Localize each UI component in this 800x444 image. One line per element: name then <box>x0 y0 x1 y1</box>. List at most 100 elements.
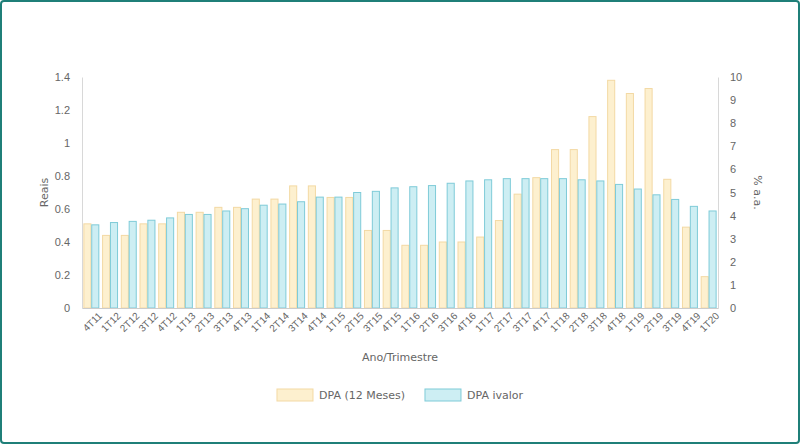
bar <box>241 209 248 308</box>
bar <box>466 181 473 308</box>
tick: 6 <box>718 163 736 175</box>
tick: 1.4 <box>55 71 82 83</box>
tick: 2T17 <box>492 308 516 334</box>
bar <box>653 195 660 308</box>
tick-label: 2T18 <box>567 310 591 334</box>
axis-line <box>82 78 83 309</box>
bar <box>148 220 155 308</box>
legend-item: DPA ivalor <box>425 389 524 402</box>
tick-label: 2T13 <box>192 310 216 334</box>
tick: 1 <box>64 137 82 149</box>
tick: 3T18 <box>585 308 609 334</box>
bar <box>316 197 323 308</box>
tick-label: 3T18 <box>585 310 609 334</box>
tick-label: 2 <box>730 256 736 268</box>
bar <box>458 242 465 308</box>
bar <box>485 180 492 308</box>
tick-label: 4T13 <box>230 310 254 334</box>
y-axis-title: Reais <box>38 178 51 208</box>
tick-label: 1T18 <box>548 310 572 334</box>
tick-label: 4T12 <box>155 310 179 334</box>
bar <box>260 205 267 308</box>
bar <box>634 189 641 308</box>
tick-label: 1 <box>730 279 736 291</box>
y-axis: 00.20.40.60.811.21.4 <box>55 71 83 314</box>
tick: 3T13 <box>211 308 235 334</box>
tick: 4T16 <box>454 308 478 334</box>
tick: 3T16 <box>436 308 460 334</box>
bar <box>709 211 716 308</box>
tick: 3T12 <box>136 308 160 334</box>
tick-label: 3T12 <box>136 310 160 334</box>
bar <box>570 150 577 308</box>
tick-label: 9 <box>730 94 736 106</box>
bar <box>391 188 398 308</box>
axis-line <box>83 308 719 309</box>
tick: 2T15 <box>342 308 366 334</box>
bar <box>664 179 671 308</box>
bar <box>354 193 361 309</box>
bar <box>279 204 286 308</box>
tick-label: 4T11 <box>81 310 105 334</box>
bar <box>559 179 566 308</box>
bar <box>167 218 174 308</box>
tick-label: 6 <box>730 163 736 175</box>
tick: 1T18 <box>548 308 572 334</box>
tick: 3T15 <box>361 308 385 334</box>
tick: 0 <box>718 302 736 314</box>
tick-label: 2T17 <box>492 310 516 334</box>
bar <box>514 194 521 308</box>
tick: 3T14 <box>286 308 310 334</box>
bar <box>177 212 184 308</box>
bar <box>204 214 211 308</box>
tick: 10 <box>718 71 742 83</box>
tick-label: 2T14 <box>267 310 291 334</box>
bar <box>503 179 510 308</box>
tick-label: 1T13 <box>174 310 198 334</box>
tick: 4 <box>718 210 736 222</box>
legend: DPA (12 Meses) DPA ivalor <box>277 389 524 402</box>
x-axis: 4T111T122T123T124T121T132T133T134T131T14… <box>81 308 722 334</box>
tick: 4T13 <box>230 308 254 334</box>
tick: 0.8 <box>55 170 82 182</box>
tick: 2 <box>718 256 736 268</box>
tick-label: 3T19 <box>660 310 684 334</box>
tick-label: 1T20 <box>697 310 721 334</box>
tick: 1T15 <box>323 308 347 334</box>
bar <box>140 224 147 308</box>
tick-label: 3T17 <box>510 310 534 334</box>
tick: 1T14 <box>249 308 273 334</box>
tick: 1T12 <box>99 308 123 334</box>
bar <box>552 150 559 308</box>
tick-label: 1T17 <box>473 310 497 334</box>
chart-svg: 00.20.40.60.811.21.40123456789104T111T12… <box>0 0 800 444</box>
bar <box>616 184 623 308</box>
tick-label: 0.2 <box>55 269 70 281</box>
legend-label: DPA (12 Meses) <box>319 389 405 402</box>
tick-label: 5 <box>730 187 736 199</box>
tick: 4T11 <box>81 308 105 334</box>
tick: 4T19 <box>679 308 703 334</box>
bar <box>290 186 297 308</box>
tick: 0.4 <box>55 236 82 248</box>
axis-line <box>718 78 719 309</box>
tick: 0.2 <box>55 269 82 281</box>
tick-label: 8 <box>730 117 736 129</box>
tick-label: 4T15 <box>379 310 403 334</box>
tick-label: 7 <box>730 140 736 152</box>
bar <box>92 225 99 308</box>
bar <box>271 199 278 308</box>
bar <box>421 245 428 308</box>
tick-label: 4T17 <box>529 310 553 334</box>
series <box>84 80 708 308</box>
tick: 2T19 <box>641 308 665 334</box>
series <box>92 179 716 308</box>
tick-label: 2T12 <box>118 310 142 334</box>
tick: 1T16 <box>398 308 422 334</box>
bar <box>428 186 435 308</box>
bar <box>223 211 230 308</box>
tick: 4T17 <box>529 308 553 334</box>
bar <box>372 191 379 308</box>
bar <box>84 224 91 308</box>
tick: 4T12 <box>155 308 179 334</box>
